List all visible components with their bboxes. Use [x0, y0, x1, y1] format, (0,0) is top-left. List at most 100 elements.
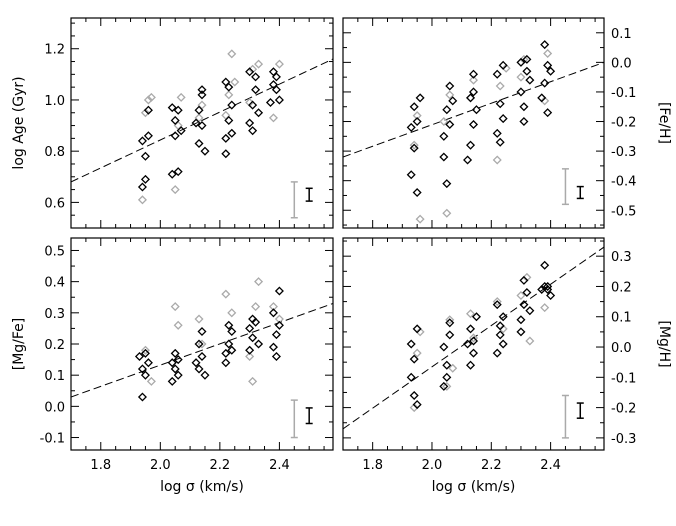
- data-point-black: [274, 95, 284, 105]
- data-point-black: [245, 67, 255, 77]
- data-point-black: [197, 121, 207, 131]
- data-point-black: [173, 370, 183, 380]
- data-point-black: [468, 119, 479, 129]
- x-tick-label: 1.8: [362, 458, 383, 473]
- data-point-gray: [409, 403, 419, 413]
- data-point-black: [442, 179, 452, 189]
- data-point-gray: [268, 113, 278, 123]
- panel-top-left: 0.6 0.8 1.0 1.2 log Age (Gyr): [11, 17, 334, 229]
- data-point-gray: [409, 140, 419, 150]
- data-point-black: [468, 348, 479, 358]
- data-point-black: [274, 320, 284, 330]
- y-tick-label: 0.1: [611, 27, 632, 42]
- data-point-black: [442, 360, 452, 370]
- fit-line: [71, 58, 333, 183]
- data-point-black: [409, 390, 419, 401]
- panel-bottom-right: 1.8 2.0 2.2 2.4 -0.3 -0.2 -0.1 0.0 0.1 0.2 0.3 [Mg/…: [342, 237, 672, 495]
- data-point-black: [137, 182, 147, 192]
- data-point-gray: [137, 195, 147, 205]
- y-tick-label: 0.0: [611, 341, 632, 356]
- data-point-gray: [146, 92, 156, 102]
- data-point-black: [406, 372, 416, 382]
- data-point-black: [221, 348, 231, 358]
- data-point-black: [268, 67, 278, 77]
- data-point-black: [540, 78, 550, 88]
- data-point-gray: [448, 363, 458, 373]
- y-tick-label: 0.4: [44, 276, 65, 291]
- data-point-gray: [439, 117, 449, 127]
- data-point-black: [170, 364, 180, 374]
- y-axis-label: log Age (Gyr): [11, 76, 27, 169]
- data-point-black: [466, 324, 476, 334]
- data-point-gray: [501, 63, 511, 73]
- data-point-black: [137, 364, 147, 374]
- data-point-black: [271, 85, 281, 95]
- y-tick-label: 0.8: [44, 145, 65, 160]
- data-point-black: [495, 137, 505, 147]
- data-point-black: [492, 300, 502, 310]
- data-point-black: [522, 66, 532, 76]
- data-point-gray: [412, 348, 422, 358]
- data-point-black: [245, 323, 255, 333]
- data-point-black: [498, 312, 508, 322]
- data-point-black: [468, 87, 479, 97]
- data-point-gray: [525, 336, 535, 346]
- data-point-black: [409, 102, 419, 112]
- y-tick-label: 0.0: [44, 400, 65, 415]
- data-point-gray: [221, 289, 231, 299]
- data-point-black: [525, 306, 535, 316]
- y-tick-label: 0.1: [611, 311, 632, 326]
- data-point-black: [540, 40, 550, 50]
- data-point-gray: [442, 381, 452, 391]
- data-point-black: [197, 327, 207, 337]
- y-tick-label: 0.2: [44, 338, 65, 353]
- y-tick-label: 0.2: [611, 280, 632, 295]
- data-point-black: [221, 133, 231, 143]
- data-point-black: [227, 345, 237, 355]
- data-point-black: [268, 308, 278, 318]
- data-point-black: [519, 300, 529, 310]
- data-point-black: [248, 314, 258, 324]
- data-point-black: [170, 348, 180, 358]
- data-point-black: [525, 75, 535, 85]
- data-point-black: [415, 93, 425, 103]
- panel-bottom-left: 1.8 2.0 2.2 2.4 -0.1 0.0 0.1 0.2 0.3 0.4 0.5 [Mg/Fe…: [11, 237, 334, 495]
- data-point-gray: [254, 277, 264, 287]
- data-point-gray: [170, 185, 180, 195]
- data-point-gray: [468, 333, 479, 343]
- data-point-black: [409, 354, 419, 364]
- plot-area: [343, 40, 604, 224]
- data-point-black: [173, 105, 183, 115]
- data-point-black: [227, 327, 237, 337]
- data-point-black: [251, 72, 261, 82]
- data-point-gray: [442, 208, 452, 218]
- data-point-black: [445, 81, 455, 91]
- data-point-gray: [445, 90, 455, 100]
- data-point-black: [439, 152, 449, 162]
- data-point-gray: [227, 49, 237, 59]
- data-point-black: [245, 118, 255, 128]
- data-point-black: [495, 330, 505, 340]
- data-point-black: [194, 138, 204, 149]
- y-tick-label: 0.1: [44, 369, 65, 384]
- data-point-black: [194, 339, 204, 349]
- data-point-black: [224, 320, 234, 330]
- data-point-black: [492, 69, 502, 79]
- data-point-gray: [227, 308, 237, 318]
- data-point-black: [406, 339, 416, 349]
- data-point-black: [468, 336, 479, 346]
- data-point-black: [439, 342, 449, 352]
- plot-area: [343, 246, 604, 430]
- data-point-black: [466, 360, 476, 370]
- data-point-black: [197, 90, 207, 100]
- data-point-gray: [254, 59, 264, 69]
- data-point-black: [519, 117, 529, 127]
- data-point-black: [445, 318, 455, 328]
- data-point-black: [197, 85, 207, 95]
- data-point-gray: [540, 303, 550, 313]
- data-point-gray: [245, 351, 255, 361]
- data-point-gray: [445, 315, 455, 325]
- data-point-gray: [274, 314, 284, 324]
- data-point-black: [173, 355, 183, 365]
- data-point-black: [221, 77, 231, 87]
